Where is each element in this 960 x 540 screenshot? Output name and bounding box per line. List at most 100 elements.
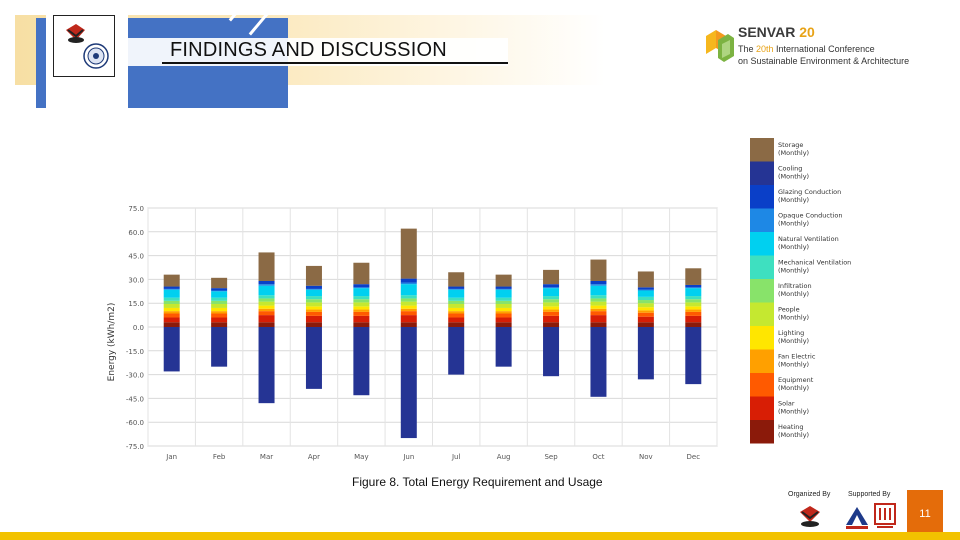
x-tick-label: Aug bbox=[497, 453, 511, 461]
bar-segment bbox=[448, 286, 465, 289]
y-tick-label: 30.0 bbox=[128, 276, 144, 284]
energy-chart: 75.0 60.0 45.0 30.0 15.0 0.0 -15.0 -30.0 -45.0 -6… bbox=[107, 138, 851, 461]
bar-segment bbox=[448, 322, 465, 327]
bar-segment bbox=[258, 311, 275, 316]
conference-name: SENVAR 20 bbox=[738, 24, 815, 40]
bar-segment bbox=[543, 311, 560, 316]
bar-segment bbox=[543, 288, 560, 297]
bar-segment bbox=[400, 315, 417, 323]
bar-segment bbox=[590, 327, 607, 397]
bar-segment bbox=[543, 287, 560, 289]
bar-segment bbox=[305, 322, 322, 327]
bar-segment bbox=[400, 311, 417, 316]
bar-segment bbox=[637, 322, 654, 327]
bar-segment bbox=[353, 306, 370, 310]
y-tick-label: 75.0 bbox=[128, 205, 144, 213]
bar-segment bbox=[305, 306, 322, 310]
bar-segment bbox=[495, 288, 512, 290]
bar-segment bbox=[543, 302, 560, 307]
bar-segment bbox=[637, 271, 654, 288]
legend-swatch bbox=[750, 279, 774, 303]
bar-segment bbox=[163, 322, 180, 327]
bar-segment bbox=[258, 322, 275, 327]
bar-segment bbox=[353, 296, 370, 300]
bar-segment bbox=[400, 295, 417, 299]
bar-segment bbox=[353, 262, 370, 285]
legend-swatch bbox=[750, 373, 774, 397]
bar-segment bbox=[353, 302, 370, 307]
bar-segment bbox=[305, 309, 322, 312]
bar-segment bbox=[400, 298, 417, 302]
legend-label: Infiltration bbox=[778, 282, 812, 290]
y-tick-label: 15.0 bbox=[128, 300, 144, 308]
bar-segment bbox=[495, 327, 512, 367]
bar-segment bbox=[353, 327, 370, 396]
bar-segment bbox=[163, 300, 180, 304]
legend-swatch bbox=[750, 326, 774, 350]
y-tick-label: 45.0 bbox=[128, 253, 144, 261]
bar-segment bbox=[305, 302, 322, 307]
organizer-logo-icon bbox=[800, 506, 820, 527]
bar-segment bbox=[400, 327, 417, 439]
y-tick-label: 0.0 bbox=[133, 324, 144, 332]
legend-sublabel: (Monthly) bbox=[778, 314, 809, 322]
bar-segment bbox=[353, 284, 370, 288]
legend-sublabel: (Monthly) bbox=[778, 290, 809, 298]
page-number-box: 11 bbox=[907, 490, 943, 540]
bar-segment bbox=[590, 285, 607, 296]
bar-segment bbox=[211, 327, 228, 367]
bar-segment bbox=[685, 296, 702, 300]
bar-segment bbox=[495, 303, 512, 308]
bar-segment bbox=[305, 265, 322, 286]
bar-segment bbox=[685, 309, 702, 312]
bar-segment bbox=[495, 307, 512, 312]
bar-segment bbox=[305, 315, 322, 323]
bar-segment bbox=[590, 311, 607, 316]
x-tick-label: Jun bbox=[402, 453, 414, 461]
bar-segment bbox=[258, 252, 275, 281]
bar-segment bbox=[305, 288, 322, 290]
bar-segment bbox=[163, 274, 180, 287]
legend-label: Glazing Conduction bbox=[778, 188, 841, 196]
bar-segment bbox=[258, 308, 275, 312]
bar-segment bbox=[353, 299, 370, 303]
bar-segment bbox=[163, 311, 180, 314]
bar-segment bbox=[637, 289, 654, 291]
bar-segment bbox=[590, 298, 607, 302]
bar-segment bbox=[448, 289, 465, 298]
bar-segment bbox=[448, 297, 465, 301]
legend-label: Mechanical Ventilation bbox=[778, 259, 851, 267]
bar-segment bbox=[448, 311, 465, 314]
legend-label: People bbox=[778, 306, 800, 314]
bar-segment bbox=[685, 284, 702, 288]
bar-segment bbox=[211, 297, 228, 301]
legend-sublabel: (Monthly) bbox=[778, 243, 809, 251]
bar-segment bbox=[305, 296, 322, 300]
bar-segment bbox=[637, 316, 654, 323]
bar-segment bbox=[163, 288, 180, 290]
page-title: FINDINGS AND DISCUSSION bbox=[162, 38, 508, 64]
bar-segment bbox=[637, 307, 654, 311]
bar-segment bbox=[543, 315, 560, 323]
bar-segment bbox=[258, 327, 275, 404]
bar-segment bbox=[448, 313, 465, 318]
bar-segment bbox=[685, 311, 702, 316]
legend-swatch bbox=[750, 138, 774, 162]
bar-segment bbox=[448, 303, 465, 308]
bar-segment bbox=[685, 268, 702, 285]
bar-segment bbox=[543, 296, 560, 300]
conference-name-text: SENVAR bbox=[738, 24, 796, 40]
legend-label: Heating bbox=[778, 423, 803, 431]
bar-segment bbox=[637, 327, 654, 380]
bar-segment bbox=[637, 296, 654, 301]
title-band bbox=[128, 38, 508, 66]
bar-segment bbox=[163, 313, 180, 318]
bar-segment bbox=[685, 288, 702, 297]
legend-sublabel: (Monthly) bbox=[778, 408, 809, 416]
bar-segment bbox=[353, 311, 370, 316]
bar-segment bbox=[211, 288, 228, 291]
university-logos bbox=[53, 15, 115, 77]
legend-label: Cooling bbox=[778, 165, 802, 173]
bar-segment bbox=[637, 290, 654, 297]
supported-by-label: Supported By bbox=[848, 491, 891, 498]
